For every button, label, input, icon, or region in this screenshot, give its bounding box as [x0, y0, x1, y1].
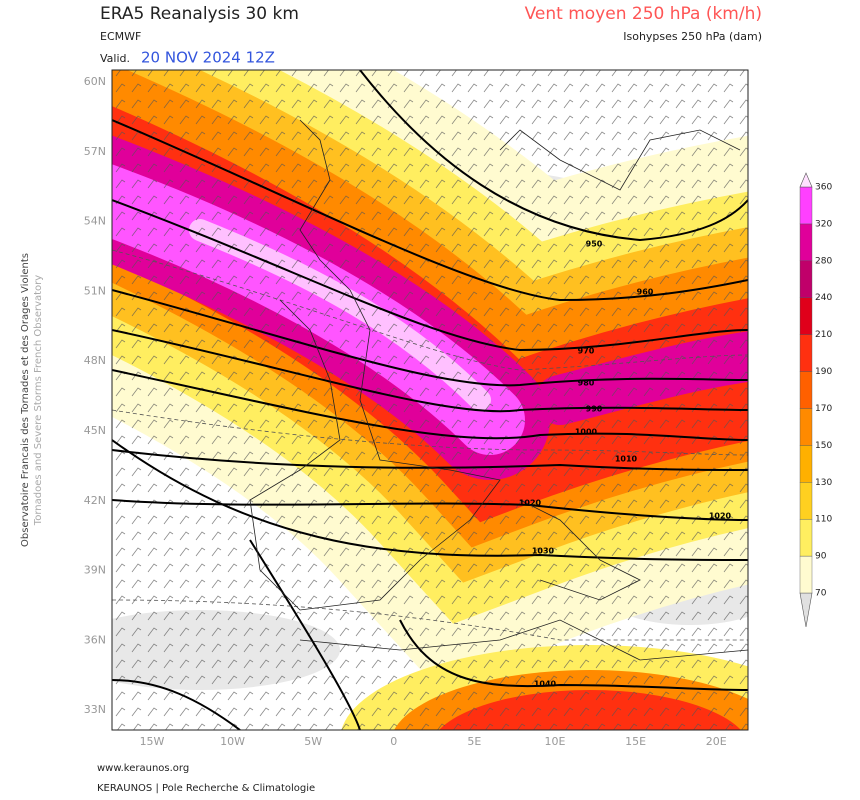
colorbar-label: 90: [815, 552, 827, 562]
lat-label: 57N: [84, 145, 106, 158]
colorbar-segment: [799, 260, 813, 298]
colorbar: 70 90 110 130 150 170 190 210 240 280 320 360: [799, 172, 832, 628]
colorbar-label: 150: [815, 441, 832, 451]
contour-label: 1010: [615, 455, 638, 464]
colorbar-end: [799, 592, 813, 628]
colorbar-label: 280: [815, 256, 832, 266]
lon-label: 10W: [220, 735, 245, 748]
contour-label: 1030: [532, 547, 555, 556]
lat-label: 42N: [84, 494, 106, 507]
side-text: Observatoire Francais des Tornades et de…: [20, 253, 31, 547]
colorbar-label: 240: [815, 293, 832, 303]
colorbar-segment: [799, 334, 813, 372]
valid-date: 20 NOV 2024 12Z: [141, 49, 275, 67]
footer-url: www.keraunos.org: [97, 763, 189, 774]
colorbar-end: [799, 172, 813, 188]
title: ERA5 Reanalysis 30 km: [100, 4, 299, 24]
contour-label: 1020: [519, 499, 542, 508]
footer-org: KERAUNOS | Pole Recherche & Climatologie: [97, 783, 315, 794]
lon-label: 10E: [545, 735, 566, 748]
colorbar-label: 70: [815, 589, 827, 599]
colorbar-segment: [799, 408, 813, 446]
lat-label: 48N: [84, 354, 106, 367]
colorbar-label: 190: [815, 367, 832, 377]
contour-label: 950: [586, 240, 603, 249]
lon-label: 5W: [304, 735, 322, 748]
lat-label: 54N: [84, 215, 106, 228]
lat-label: 33N: [84, 703, 106, 716]
contour-label: 980: [578, 379, 595, 388]
colorbar-segment: [799, 445, 813, 483]
lon-label: 0: [390, 735, 397, 748]
colorbar-label: 170: [815, 404, 832, 414]
lon-label: 20E: [706, 735, 727, 748]
side-text: Tornadoes and Severe Storms French Obser…: [33, 275, 44, 526]
lon-label: 5E: [467, 735, 481, 748]
contour-label: 960: [637, 288, 654, 297]
contour-label: 970: [578, 347, 595, 356]
lat-label: 45N: [84, 424, 106, 437]
field-title: Vent moyen 250 hPa (km/h): [525, 4, 762, 24]
source: ECMWF: [100, 30, 141, 43]
colorbar-segment: [799, 371, 813, 409]
contour-label: 990: [586, 405, 603, 414]
colorbar-label: 320: [815, 219, 832, 229]
colorbar-label: 130: [815, 478, 832, 488]
lat-label: 51N: [84, 284, 106, 297]
contour-title: Isohypses 250 hPa (dam): [623, 30, 762, 43]
lon-label: 15E: [625, 735, 646, 748]
valid-label: Valid.: [100, 52, 130, 65]
contour-label: 1020: [709, 512, 732, 521]
colorbar-label: 110: [815, 515, 832, 525]
colorbar-segment: [799, 518, 813, 557]
colorbar-segment: [799, 223, 813, 262]
lat-label: 36N: [84, 633, 106, 646]
map-frame: [111, 69, 749, 731]
contour-label: 1040: [534, 680, 557, 689]
contour-label: 1000: [575, 428, 598, 437]
colorbar-label: 360: [815, 183, 832, 193]
lat-label: 39N: [84, 564, 106, 577]
colorbar-segment: [799, 186, 813, 225]
lon-label: 15W: [140, 735, 165, 748]
colorbar-segment: [799, 482, 813, 520]
colorbar-segment: [799, 555, 813, 594]
map: [112, 70, 748, 730]
lat-label: 60N: [84, 75, 106, 88]
colorbar-segment: [799, 297, 813, 335]
colorbar-label: 210: [815, 330, 832, 340]
